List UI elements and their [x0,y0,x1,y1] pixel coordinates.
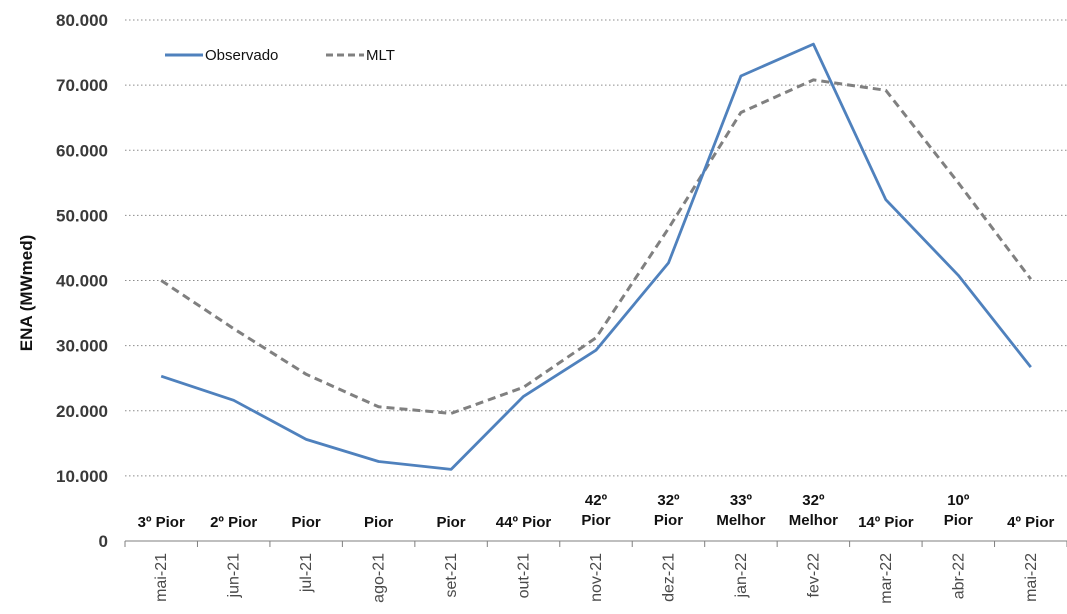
ranking-label: 2º Pior [210,514,257,531]
y-axis-label: ENA (MWmed) [17,235,36,351]
y-tick-label: 0 [99,532,108,551]
ranking-label: 10º Pior [944,492,973,529]
ranking-label: Pior [436,514,465,531]
y-tick-label: 70.000 [56,76,108,95]
ranking-label: 33º Melhor [716,492,765,529]
legend-label: MLT [366,47,395,64]
x-tick-label: mai-22 [1023,553,1040,602]
x-tick-label: jul-21 [298,553,315,593]
y-tick-label: 50.000 [56,206,108,225]
x-tick-label: fev-22 [805,553,822,598]
y-tick-label: 20.000 [56,402,108,421]
y-tick-label: 40.000 [56,272,108,291]
x-tick-label: mai-21 [153,553,170,602]
x-tick-label: out-21 [516,553,533,598]
ranking-label: 42º Pior [581,492,610,529]
legend-label: Observado [205,47,278,64]
gridlines [125,19,1067,477]
x-tick-label: jan-22 [733,553,750,599]
series-line-mlt [160,78,1032,415]
x-tick-label: dez-21 [660,553,677,602]
ranking-label: 14º Pior [858,514,914,531]
y-tick-label: 60.000 [56,141,108,160]
axes: 0 10.000 20.000 30.000 40.000 50.000 60.000 70.… [56,11,1067,604]
ranking-label: 4º Pior [1007,514,1054,531]
ranking-label: 3º Pior [138,514,185,531]
ranking-label: 44º Pior [496,514,552,531]
x-tick-label: abr-22 [950,553,967,599]
ranking-label: Pior [292,514,321,531]
legend: Observado MLT [165,47,395,64]
x-tick-label: jun-21 [226,553,243,599]
x-tick-label: set-21 [443,553,460,598]
y-tick-label: 30.000 [56,337,108,356]
ranking-label: Pior [364,514,393,531]
x-tick-label: nov-21 [588,553,605,602]
x-tick-label: ago-21 [371,553,388,603]
series-line-observado [160,42,1032,471]
x-tick-label: mar-22 [878,553,895,604]
y-tick-label: 10.000 [56,467,108,486]
ranking-label: 32º Melhor [789,492,838,529]
y-tick-label: 80.000 [56,11,108,30]
ranking-label: 32º Pior [654,492,683,529]
series-lines [160,42,1032,471]
